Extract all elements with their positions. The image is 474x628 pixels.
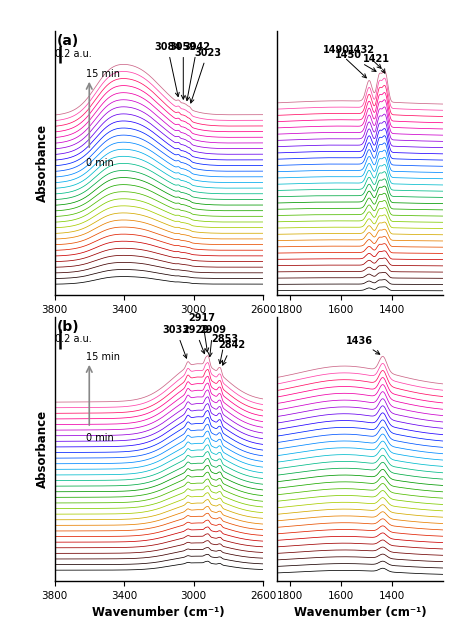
- Text: (a): (a): [56, 34, 79, 48]
- Text: 2909: 2909: [199, 325, 226, 357]
- Text: 1450: 1450: [335, 50, 376, 72]
- Text: 0 min: 0 min: [86, 158, 114, 168]
- Text: 1490: 1490: [322, 45, 366, 78]
- Text: 3033: 3033: [163, 325, 190, 358]
- Text: 0 min: 0 min: [86, 433, 114, 443]
- Y-axis label: Absorbance: Absorbance: [36, 124, 49, 202]
- Y-axis label: Absorbance: Absorbance: [36, 410, 49, 488]
- Text: 1436: 1436: [346, 335, 380, 354]
- X-axis label: Wavenumber (cm⁻¹): Wavenumber (cm⁻¹): [294, 606, 427, 619]
- Text: 3084: 3084: [154, 42, 181, 97]
- Text: 15 min: 15 min: [86, 352, 120, 362]
- Text: 2842: 2842: [218, 340, 246, 365]
- X-axis label: Wavenumber (cm⁻¹): Wavenumber (cm⁻¹): [294, 320, 427, 333]
- Text: 1432: 1432: [348, 45, 381, 68]
- Text: 2853: 2853: [211, 335, 238, 364]
- Text: (b): (b): [56, 320, 79, 333]
- Text: 2917: 2917: [189, 313, 216, 352]
- X-axis label: Wavenumber (cm⁻¹): Wavenumber (cm⁻¹): [92, 606, 225, 619]
- Text: 2929: 2929: [182, 325, 209, 354]
- X-axis label: Wavenumber (cm⁻¹): Wavenumber (cm⁻¹): [92, 320, 225, 333]
- Text: 0.2 a.u.: 0.2 a.u.: [55, 50, 91, 60]
- Text: 15 min: 15 min: [86, 69, 120, 79]
- Text: 3023: 3023: [190, 48, 221, 103]
- Text: 0.2 a.u.: 0.2 a.u.: [55, 333, 91, 344]
- Text: 3059: 3059: [170, 42, 197, 99]
- Text: 1421: 1421: [364, 54, 390, 73]
- Text: 3042: 3042: [183, 42, 210, 100]
